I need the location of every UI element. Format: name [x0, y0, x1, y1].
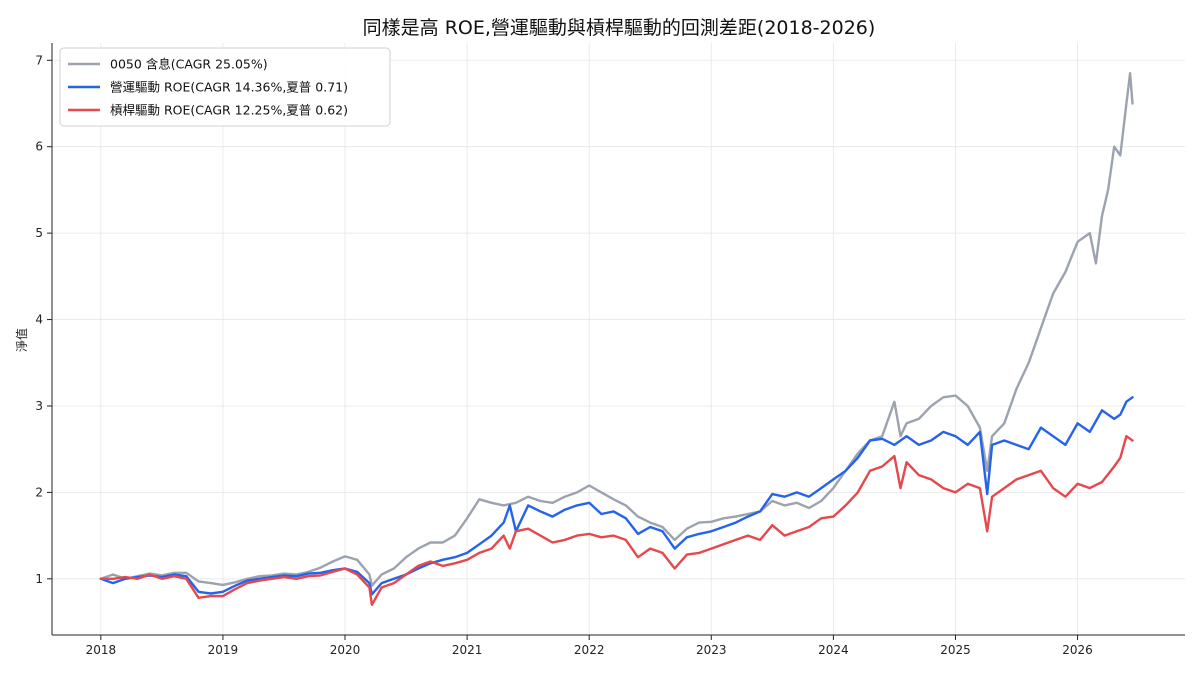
x-tick-label: 2025 [940, 643, 971, 657]
legend-label-0: 0050 含息(CAGR 25.05%) [110, 57, 268, 72]
y-tick-label: 3 [35, 399, 43, 413]
x-tick-label: 2020 [330, 643, 361, 657]
x-tick-label: 2019 [208, 643, 239, 657]
chart-title: 同樣是高 ROE,營運驅動與槓桿驅動的回測差距(2018-2026) [363, 17, 876, 39]
y-tick-label: 4 [35, 313, 43, 327]
legend-label-1: 營運驅動 ROE(CAGR 14.36%,夏普 0.71) [110, 80, 348, 95]
y-tick-label: 1 [35, 572, 43, 586]
series-line-1 [99, 396, 1134, 596]
x-tick-label: 2022 [574, 643, 605, 657]
legend-label-2: 槓桿驅動 ROE(CAGR 12.25%,夏普 0.62) [110, 103, 348, 118]
x-tick-label: 2026 [1062, 643, 1093, 657]
x-tick-label: 2024 [818, 643, 849, 657]
series-line-0 [99, 72, 1134, 587]
x-tick-label: 2023 [696, 643, 727, 657]
legend-box [59, 47, 391, 127]
y-tick-label: 6 [35, 140, 43, 154]
y-axis-label: 淨值 [14, 328, 29, 352]
axes: 2018 2019 2020 2021 2022 2023 2024 2025 2026 1 2 3 4… [35, 43, 1185, 657]
x-tick-label: 2018 [86, 643, 117, 657]
series-layer [99, 72, 1134, 606]
y-tick-label: 5 [35, 226, 43, 240]
series-line-2 [99, 435, 1134, 606]
x-tick-label: 2021 [452, 643, 483, 657]
legend: 0050 含息(CAGR 25.05%) 營運驅動 ROE(CAGR 14.36%… [59, 47, 391, 127]
y-tick-label: 7 [35, 53, 43, 67]
y-tick-label: 2 [35, 485, 43, 499]
grid [52, 43, 1185, 635]
